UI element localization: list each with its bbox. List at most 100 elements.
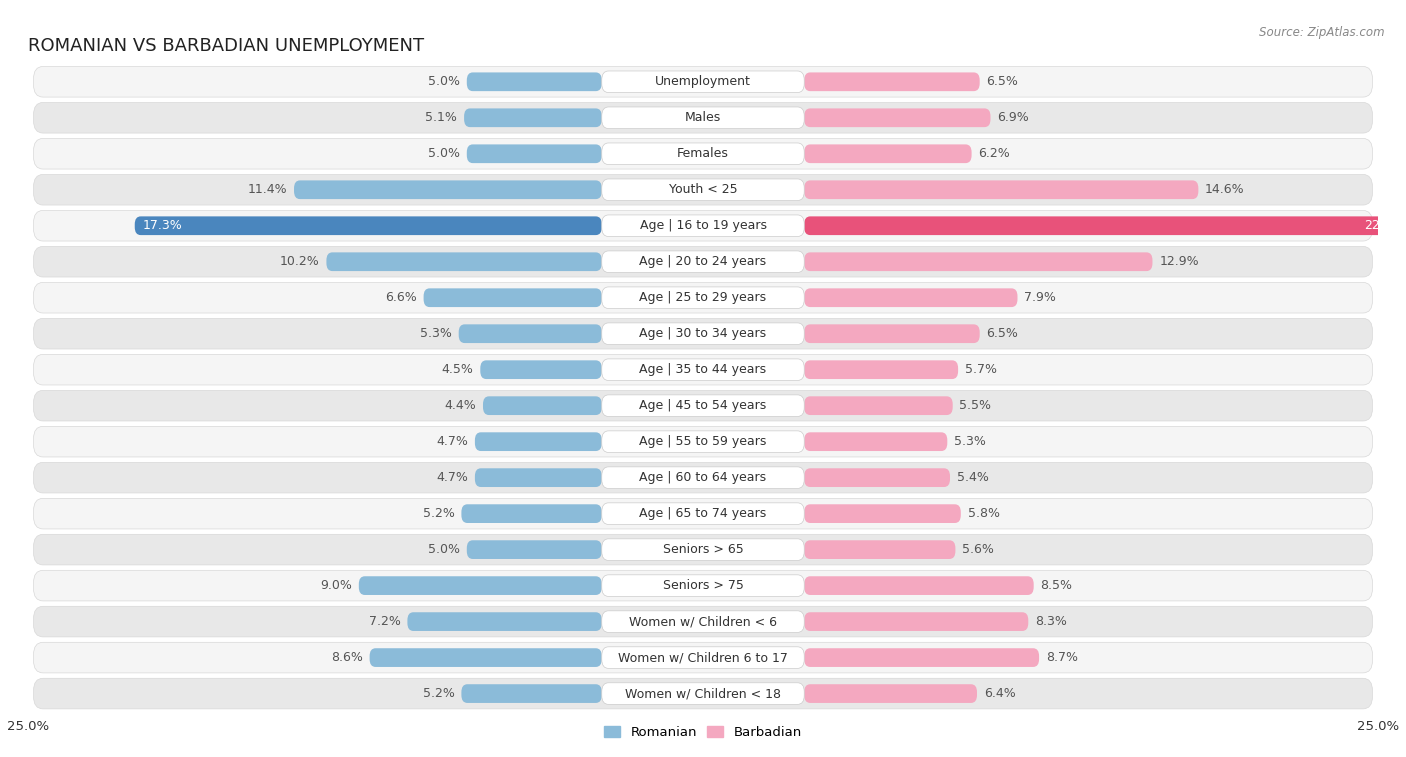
FancyBboxPatch shape (484, 397, 602, 415)
Text: 6.2%: 6.2% (979, 148, 1010, 160)
Text: Males: Males (685, 111, 721, 124)
Text: 14.6%: 14.6% (1205, 183, 1244, 196)
FancyBboxPatch shape (804, 360, 957, 379)
FancyBboxPatch shape (602, 611, 804, 632)
FancyBboxPatch shape (34, 463, 1372, 493)
FancyBboxPatch shape (602, 215, 804, 236)
Text: ROMANIAN VS BARBADIAN UNEMPLOYMENT: ROMANIAN VS BARBADIAN UNEMPLOYMENT (28, 37, 425, 55)
FancyBboxPatch shape (475, 432, 602, 451)
Text: Age | 16 to 19 years: Age | 16 to 19 years (640, 220, 766, 232)
Text: Youth < 25: Youth < 25 (669, 183, 737, 196)
FancyBboxPatch shape (804, 540, 956, 559)
FancyBboxPatch shape (34, 606, 1372, 637)
FancyBboxPatch shape (602, 359, 804, 381)
Text: 5.2%: 5.2% (423, 687, 454, 700)
FancyBboxPatch shape (804, 145, 972, 163)
Text: 8.6%: 8.6% (330, 651, 363, 664)
FancyBboxPatch shape (467, 73, 602, 91)
Text: 9.0%: 9.0% (321, 579, 352, 592)
FancyBboxPatch shape (135, 217, 602, 235)
Text: 5.8%: 5.8% (967, 507, 1000, 520)
Text: 6.5%: 6.5% (987, 327, 1018, 340)
Text: 4.7%: 4.7% (436, 435, 468, 448)
FancyBboxPatch shape (804, 217, 1406, 235)
Text: 22.5%: 22.5% (1364, 220, 1403, 232)
FancyBboxPatch shape (34, 282, 1372, 313)
Text: 6.6%: 6.6% (385, 291, 416, 304)
Text: 4.5%: 4.5% (441, 363, 474, 376)
FancyBboxPatch shape (602, 323, 804, 344)
FancyBboxPatch shape (461, 684, 602, 703)
FancyBboxPatch shape (408, 612, 602, 631)
Text: 5.3%: 5.3% (955, 435, 986, 448)
FancyBboxPatch shape (804, 252, 1153, 271)
Text: 6.9%: 6.9% (997, 111, 1029, 124)
Text: Women w/ Children < 6: Women w/ Children < 6 (628, 615, 778, 628)
Text: 17.3%: 17.3% (143, 220, 183, 232)
Text: 7.9%: 7.9% (1024, 291, 1056, 304)
FancyBboxPatch shape (34, 498, 1372, 529)
Text: 4.4%: 4.4% (444, 399, 477, 412)
Text: Age | 45 to 54 years: Age | 45 to 54 years (640, 399, 766, 412)
Text: Unemployment: Unemployment (655, 75, 751, 89)
FancyBboxPatch shape (464, 108, 602, 127)
Text: Seniors > 65: Seniors > 65 (662, 543, 744, 556)
FancyBboxPatch shape (34, 174, 1372, 205)
FancyBboxPatch shape (804, 469, 950, 487)
FancyBboxPatch shape (467, 145, 602, 163)
FancyBboxPatch shape (602, 71, 804, 92)
Text: Females: Females (678, 148, 728, 160)
Text: 5.0%: 5.0% (427, 543, 460, 556)
Text: 5.1%: 5.1% (426, 111, 457, 124)
Text: 11.4%: 11.4% (247, 183, 287, 196)
Text: 10.2%: 10.2% (280, 255, 319, 268)
Text: Age | 30 to 34 years: Age | 30 to 34 years (640, 327, 766, 340)
FancyBboxPatch shape (34, 426, 1372, 457)
FancyBboxPatch shape (804, 397, 953, 415)
Text: 5.3%: 5.3% (420, 327, 451, 340)
FancyBboxPatch shape (294, 180, 602, 199)
FancyBboxPatch shape (804, 504, 960, 523)
Text: 4.7%: 4.7% (436, 471, 468, 484)
FancyBboxPatch shape (481, 360, 602, 379)
FancyBboxPatch shape (804, 612, 1028, 631)
FancyBboxPatch shape (804, 324, 980, 343)
FancyBboxPatch shape (34, 247, 1372, 277)
FancyBboxPatch shape (461, 504, 602, 523)
FancyBboxPatch shape (804, 180, 1198, 199)
Text: Age | 20 to 24 years: Age | 20 to 24 years (640, 255, 766, 268)
Text: 5.7%: 5.7% (965, 363, 997, 376)
Text: 5.6%: 5.6% (962, 543, 994, 556)
Text: 8.3%: 8.3% (1035, 615, 1067, 628)
FancyBboxPatch shape (804, 288, 1018, 307)
FancyBboxPatch shape (326, 252, 602, 271)
Legend: Romanian, Barbadian: Romanian, Barbadian (599, 721, 807, 744)
FancyBboxPatch shape (602, 251, 804, 273)
FancyBboxPatch shape (602, 503, 804, 525)
Text: Age | 35 to 44 years: Age | 35 to 44 years (640, 363, 766, 376)
Text: 8.5%: 8.5% (1040, 579, 1073, 592)
FancyBboxPatch shape (804, 576, 1033, 595)
FancyBboxPatch shape (602, 107, 804, 129)
FancyBboxPatch shape (34, 139, 1372, 169)
FancyBboxPatch shape (602, 575, 804, 597)
Text: Women w/ Children 6 to 17: Women w/ Children 6 to 17 (619, 651, 787, 664)
FancyBboxPatch shape (467, 540, 602, 559)
FancyBboxPatch shape (804, 648, 1039, 667)
Text: Seniors > 75: Seniors > 75 (662, 579, 744, 592)
FancyBboxPatch shape (359, 576, 602, 595)
Text: 5.4%: 5.4% (956, 471, 988, 484)
FancyBboxPatch shape (34, 210, 1372, 241)
FancyBboxPatch shape (602, 179, 804, 201)
FancyBboxPatch shape (475, 469, 602, 487)
Text: 5.2%: 5.2% (423, 507, 454, 520)
Text: Women w/ Children < 18: Women w/ Children < 18 (626, 687, 780, 700)
FancyBboxPatch shape (804, 73, 980, 91)
FancyBboxPatch shape (602, 143, 804, 164)
Text: 7.2%: 7.2% (368, 615, 401, 628)
FancyBboxPatch shape (804, 108, 990, 127)
FancyBboxPatch shape (34, 391, 1372, 421)
Text: Age | 55 to 59 years: Age | 55 to 59 years (640, 435, 766, 448)
FancyBboxPatch shape (804, 684, 977, 703)
Text: Age | 60 to 64 years: Age | 60 to 64 years (640, 471, 766, 484)
